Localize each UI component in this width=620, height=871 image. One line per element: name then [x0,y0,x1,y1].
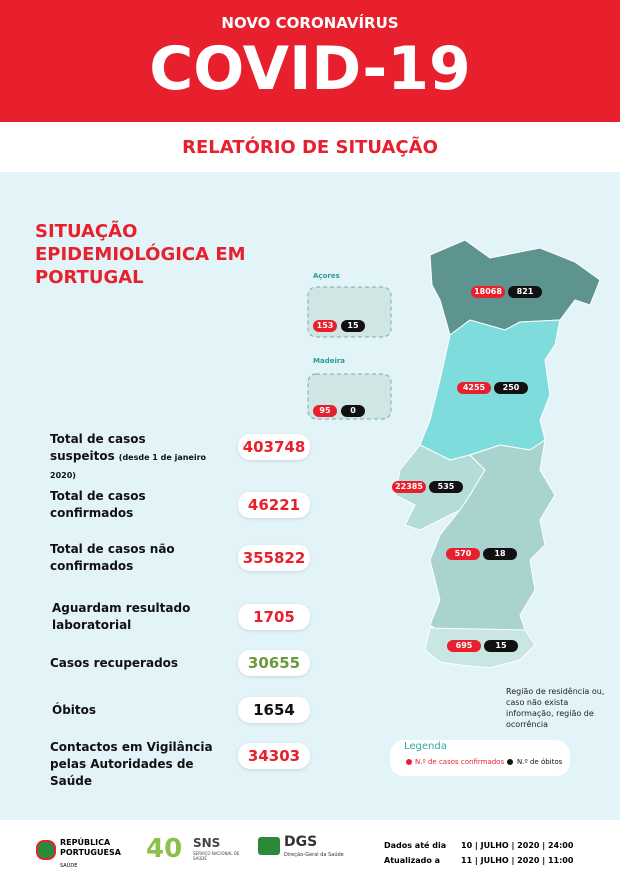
dgs: DGS [284,834,318,850]
legend-box [390,740,570,776]
badge: 695 [447,640,481,652]
legend-cases: N.º de casos confirmados [415,758,505,766]
stat-label: Casos recuperados [50,656,179,670]
gov-logo [36,840,56,860]
legend-dot [406,759,412,765]
data-label: Dados até dia [384,841,447,850]
legend-dot [507,759,513,765]
stat-label: Total de casos suspeitos (desde 1 de jane… [50,432,207,480]
gov-sub: SAÚDE [60,863,78,869]
badge: 570 [446,548,480,560]
badge: 535 [429,481,463,493]
gov-text: REPÚBLICA PORTUGUESA [60,838,121,857]
sns-sub: SERVIÇO NACIONAL DE SAÚDE [193,851,240,861]
stat-value: 30655 [238,650,310,676]
stat-value: 34303 [238,743,310,769]
updated-date: 11 | JULHO | 2020 | 11:00 [461,856,574,865]
stat-value: 46221 [238,492,310,518]
stat-label: Total de casos confirmados [50,489,146,520]
badge: 22385 [392,481,426,493]
badge: 153 [313,320,337,332]
sns-years: 40 [146,834,183,864]
island-name: Madeira [313,357,346,365]
stat-label: Aguardam resultado laboratorial [52,601,191,632]
stat-value: 1705 [238,604,310,630]
stat-value: 1654 [238,697,310,723]
footer: REPÚBLICA PORTUGUESA SAÚDE 40 SNS SERVIÇ… [0,820,620,871]
data-date: 10 | JULHO | 2020 | 24:00 [461,841,574,850]
island-name: Açores [313,272,340,280]
dgs-sub: Direção-Geral da Saúde [284,852,344,858]
badge: 4255 [457,382,491,394]
stat-value: 355822 [238,545,310,571]
subtitle: RELATÓRIO DE SITUAÇÃO [182,137,438,158]
badge: 250 [494,382,528,394]
sns: SNS [193,836,221,850]
section-title: SITUAÇÃO EPIDEMIOLÓGICA EM PORTUGAL [35,221,246,288]
header: NOVO CORONAVÍRUS COVID-19 [0,0,620,122]
badge: 18 [483,548,517,560]
legend-title: Legenda [404,741,447,752]
badge: 95 [313,405,337,417]
stat-value: 403748 [238,434,310,460]
stat-label: Contactos em Vigilância pelas Autoridade… [50,740,213,788]
stat-label: Total de casos não confirmados [50,542,175,573]
title: COVID-19 [149,34,471,104]
badge: 18068 [471,286,505,298]
kicker: NOVO CORONAVÍRUS [221,14,399,32]
badge: 15 [484,640,518,652]
dgs-logo [258,837,280,855]
region-alentejo [429,438,556,636]
badge: 15 [341,320,365,332]
stat-note: (desde 1 de janeiro 2020) [50,453,207,480]
map-note: Região de residência ou, caso não exista… [506,687,605,729]
stat-label: Óbitos [52,703,97,717]
legend-deaths: N.º de óbitos [517,758,563,766]
badge: 0 [341,405,365,417]
badge: 821 [508,286,542,298]
updated-label: Atualizado a [384,856,441,865]
